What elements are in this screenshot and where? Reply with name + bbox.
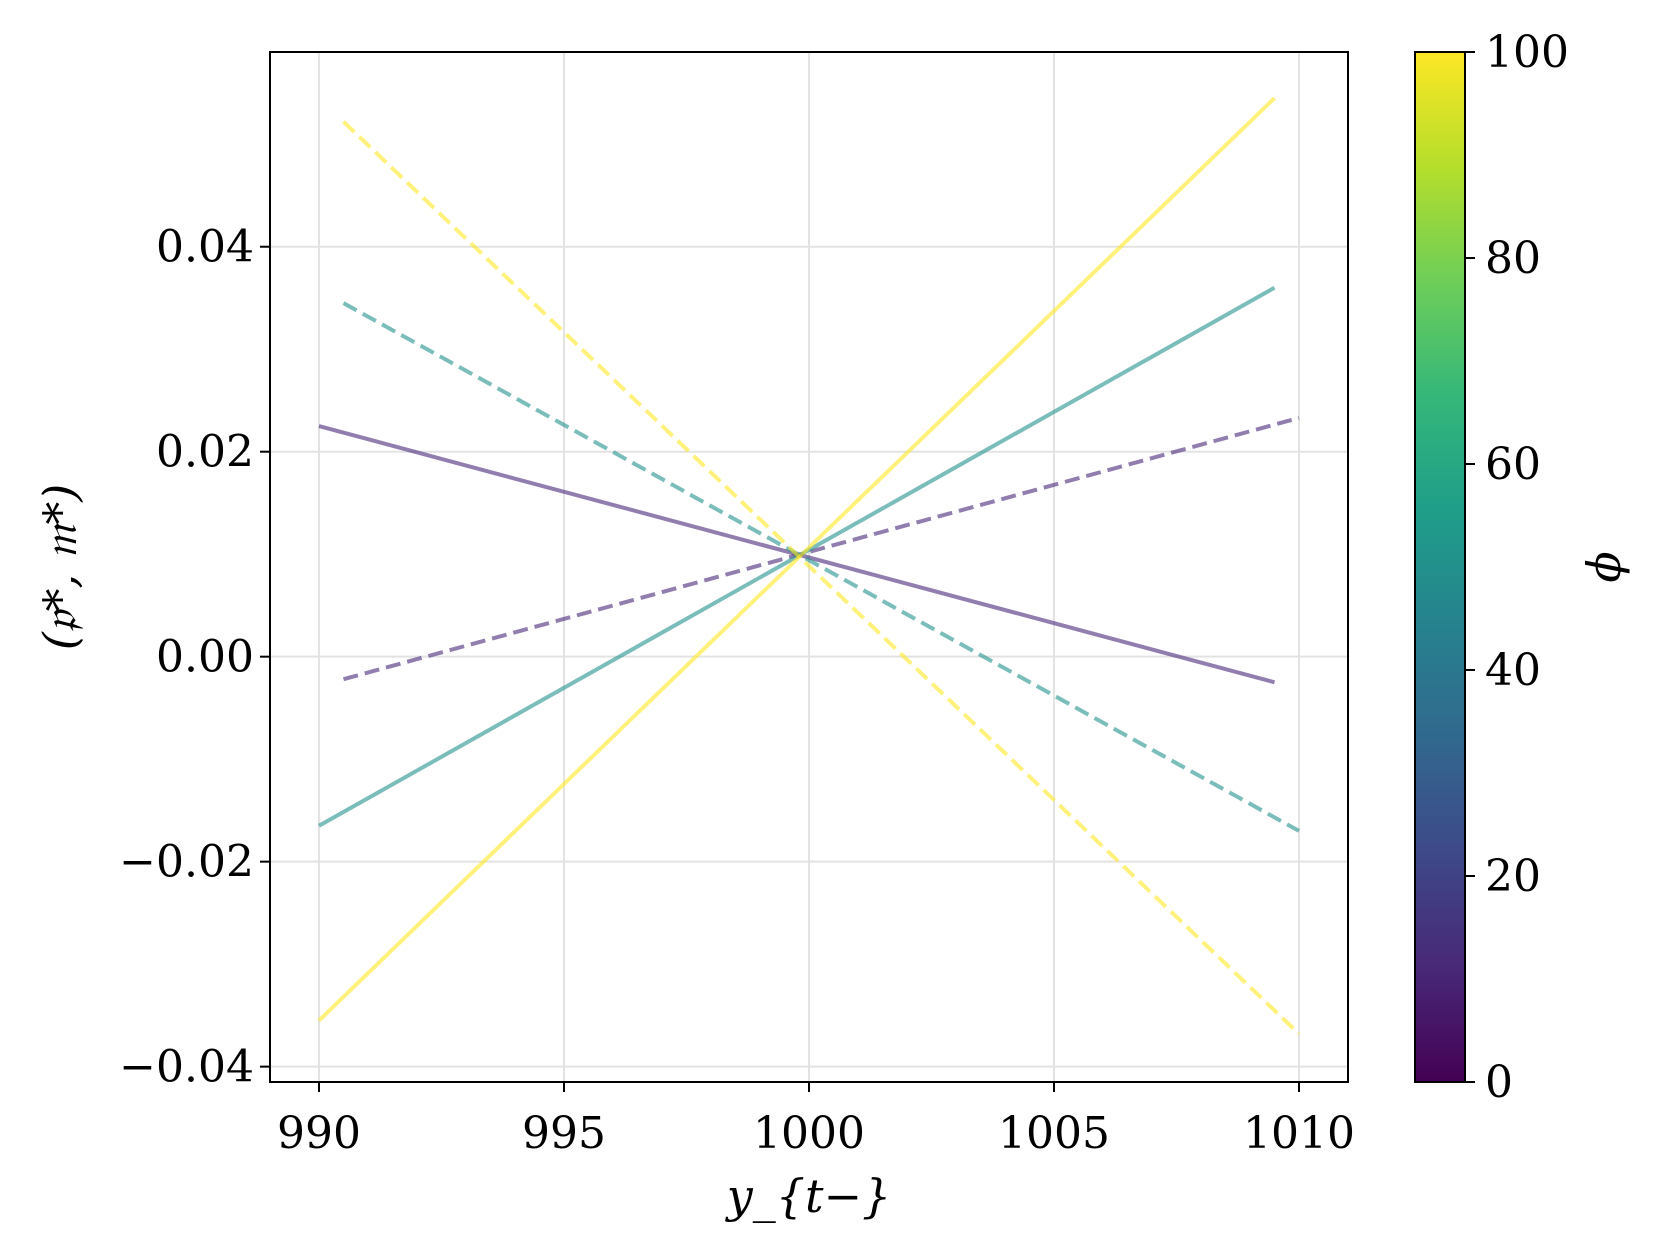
colorbar xyxy=(1414,51,1466,1083)
x-tick-label: 990 xyxy=(277,1108,361,1159)
y-tick-label: 0.02 xyxy=(156,427,254,478)
y-tick-label: 0.04 xyxy=(156,222,254,273)
colorbar-tick-label: 40 xyxy=(1485,645,1541,696)
series-line-phi-100-solid xyxy=(317,96,1276,1022)
y-tick-label: 0.00 xyxy=(156,632,254,683)
colorbar-tick-label: 20 xyxy=(1485,851,1541,902)
y-tick-label: −0.02 xyxy=(119,837,254,888)
series-line-phi-50-dashed xyxy=(342,301,1300,833)
y-axis: −0.04 −0.02 0.00 0.02 0.04 xyxy=(119,222,270,1093)
y-axis-label: (𝔭*, 𝔪*) xyxy=(33,484,87,651)
colorbar-tick-label: 0 xyxy=(1485,1057,1513,1108)
x-tick-label: 995 xyxy=(522,1108,606,1159)
x-tick-label: 1000 xyxy=(753,1108,865,1159)
series-line-phi-100-dashed xyxy=(342,120,1301,1036)
x-tick-label: 1005 xyxy=(998,1108,1110,1159)
colorbar-tick-label: 80 xyxy=(1485,233,1541,284)
colorbar-label: ϕ xyxy=(1577,551,1631,582)
x-tick-label: 1010 xyxy=(1243,1108,1355,1159)
colorbar-tick-label: 60 xyxy=(1485,439,1541,490)
colorbar-tick-label: 100 xyxy=(1485,27,1569,78)
y-tick-label: −0.04 xyxy=(119,1042,254,1093)
x-axis: 990 995 1000 1005 1010 xyxy=(277,1082,1355,1159)
x-axis-label: y_{t−} xyxy=(725,1169,892,1223)
series-layer xyxy=(317,96,1301,1036)
grid xyxy=(270,52,1348,1082)
series-line-phi-10-dashed xyxy=(342,415,1300,682)
colorbar-axis: 0 20 40 60 80 100 xyxy=(1465,27,1569,1108)
